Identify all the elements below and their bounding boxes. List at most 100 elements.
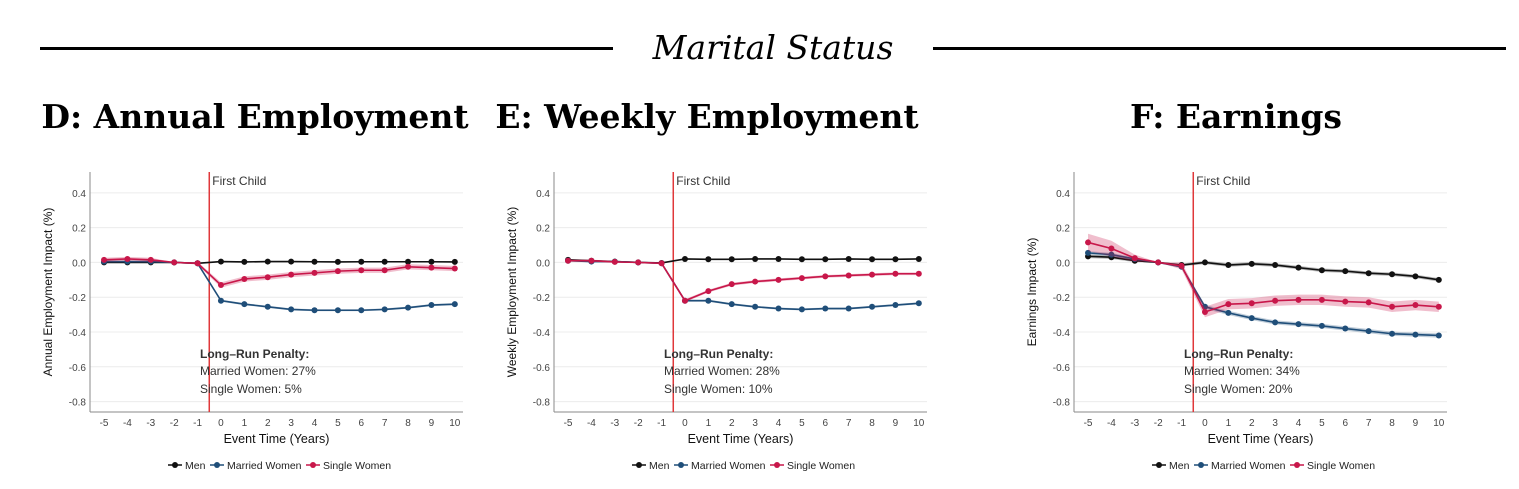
data-point (1248, 260, 1255, 267)
x-tick-label: -3 (610, 418, 619, 429)
y-tick-label: -0.2 (1053, 293, 1071, 304)
legend: Men Married Women Single Women (1152, 460, 1375, 472)
data-point (288, 271, 295, 278)
data-point (1085, 249, 1092, 256)
data-point (1225, 309, 1232, 316)
y-tick-label: 0.4 (72, 189, 86, 200)
y-tick-label: 0.2 (72, 224, 86, 235)
data-point (381, 306, 388, 313)
legend-label: Single Women (1307, 460, 1375, 472)
section-title: Marital Status (652, 28, 894, 67)
panel-title: F: Earnings (1129, 97, 1343, 136)
data-point (1389, 330, 1396, 337)
data-point (1201, 259, 1208, 266)
data-point (915, 300, 922, 307)
data-point (705, 297, 712, 304)
series-line (1088, 255, 1439, 281)
data-point (124, 255, 131, 262)
x-tick-label: 5 (335, 418, 341, 429)
data-point (358, 258, 365, 265)
data-point (658, 260, 665, 267)
y-tick-label: -0.8 (69, 398, 87, 409)
data-point (334, 268, 341, 275)
data-point (1318, 322, 1325, 329)
y-tick-label: 0.0 (72, 258, 86, 269)
data-point (358, 267, 365, 274)
legend-swatch-marker (774, 462, 780, 468)
x-axis-label: Event Time (Years) (224, 432, 330, 446)
legend-swatch-marker (1156, 462, 1162, 468)
legend-label: Married Women (1211, 460, 1286, 472)
annotation-line: Married Women: 27% (200, 364, 316, 378)
data-point (869, 256, 876, 263)
data-point (1389, 303, 1396, 310)
legend-swatch-marker (1198, 462, 1204, 468)
x-tick-label: -5 (564, 418, 573, 429)
data-point (264, 274, 271, 281)
x-tick-label: -3 (146, 418, 155, 429)
data-point (1272, 262, 1279, 269)
x-tick-label: 7 (846, 418, 852, 429)
y-axis-label: Annual Employment Impact (%) (41, 208, 55, 377)
data-point (1435, 303, 1442, 310)
data-point (288, 258, 295, 265)
data-point (264, 303, 271, 310)
x-tick-label: -2 (634, 418, 643, 429)
data-point (217, 282, 224, 289)
data-point (381, 267, 388, 274)
chart-weekly-employment: 0.4 0.2 0.0 -0.2 -0.4 -0.6 -0.8 -5 -4 -3 -2 -1 0 1 2 3 4… (505, 172, 927, 472)
data-point (358, 307, 365, 314)
x-tick-label: 10 (1433, 418, 1445, 429)
data-point (705, 256, 712, 263)
series-line (1087, 241, 1439, 313)
header-rule-left (40, 47, 613, 50)
x-tick-label: -1 (657, 418, 666, 429)
legend-label: Men (649, 460, 670, 472)
data-point (775, 276, 782, 283)
panel-f: F: Earnings 0.4 0.2 0.0 -0.2 -0.4 -0.6 -0.8 -5 -… (984, 0, 1484, 489)
y-tick-label: -0.2 (69, 293, 87, 304)
series-band (568, 259, 919, 303)
x-tick-label: 3 (1272, 418, 1278, 429)
data-point (241, 258, 248, 265)
data-point (1272, 319, 1279, 326)
data-point (217, 297, 224, 304)
series-line (104, 258, 455, 286)
data-point (798, 275, 805, 282)
data-point (892, 256, 899, 263)
y-tick-label: 0.4 (536, 189, 550, 200)
x-tick-label: 1 (706, 418, 712, 429)
data-point (1085, 239, 1092, 246)
x-tick-label: 4 (1296, 418, 1302, 429)
data-point (264, 258, 271, 265)
legend-swatch-marker (1294, 462, 1300, 468)
x-tick-label: -5 (1084, 418, 1093, 429)
data-point (217, 258, 224, 265)
x-tick-label: 6 (1342, 418, 1348, 429)
x-axis-label: Event Time (Years) (688, 432, 794, 446)
data-point (1225, 262, 1232, 269)
x-tick-label: 6 (358, 418, 364, 429)
annotation-line: Single Women: 10% (664, 382, 773, 396)
data-point (1131, 255, 1138, 262)
data-point (1225, 301, 1232, 308)
x-tick-label: 7 (382, 418, 388, 429)
data-point (288, 306, 295, 313)
data-point (565, 257, 572, 264)
x-tick-label: 8 (869, 418, 875, 429)
y-tick-label: -0.8 (533, 398, 551, 409)
data-point (1318, 267, 1325, 274)
data-point (635, 259, 642, 266)
data-point (405, 258, 412, 265)
data-point (241, 301, 248, 308)
x-tick-label: 1 (242, 418, 248, 429)
x-tick-label: 9 (893, 418, 899, 429)
data-point (451, 301, 458, 308)
data-point (1412, 273, 1419, 280)
annotation-line: Married Women: 34% (1184, 364, 1300, 378)
chart-earnings: 0.4 0.2 0.0 -0.2 -0.4 -0.6 -0.8 -5 -4 -3 -2 -1 0 1 2 3 4… (1025, 172, 1447, 472)
y-tick-label: 0.2 (536, 224, 550, 235)
x-tick-label: 6 (822, 418, 828, 429)
y-tick-label: -0.4 (1053, 328, 1071, 339)
data-point (845, 255, 852, 262)
